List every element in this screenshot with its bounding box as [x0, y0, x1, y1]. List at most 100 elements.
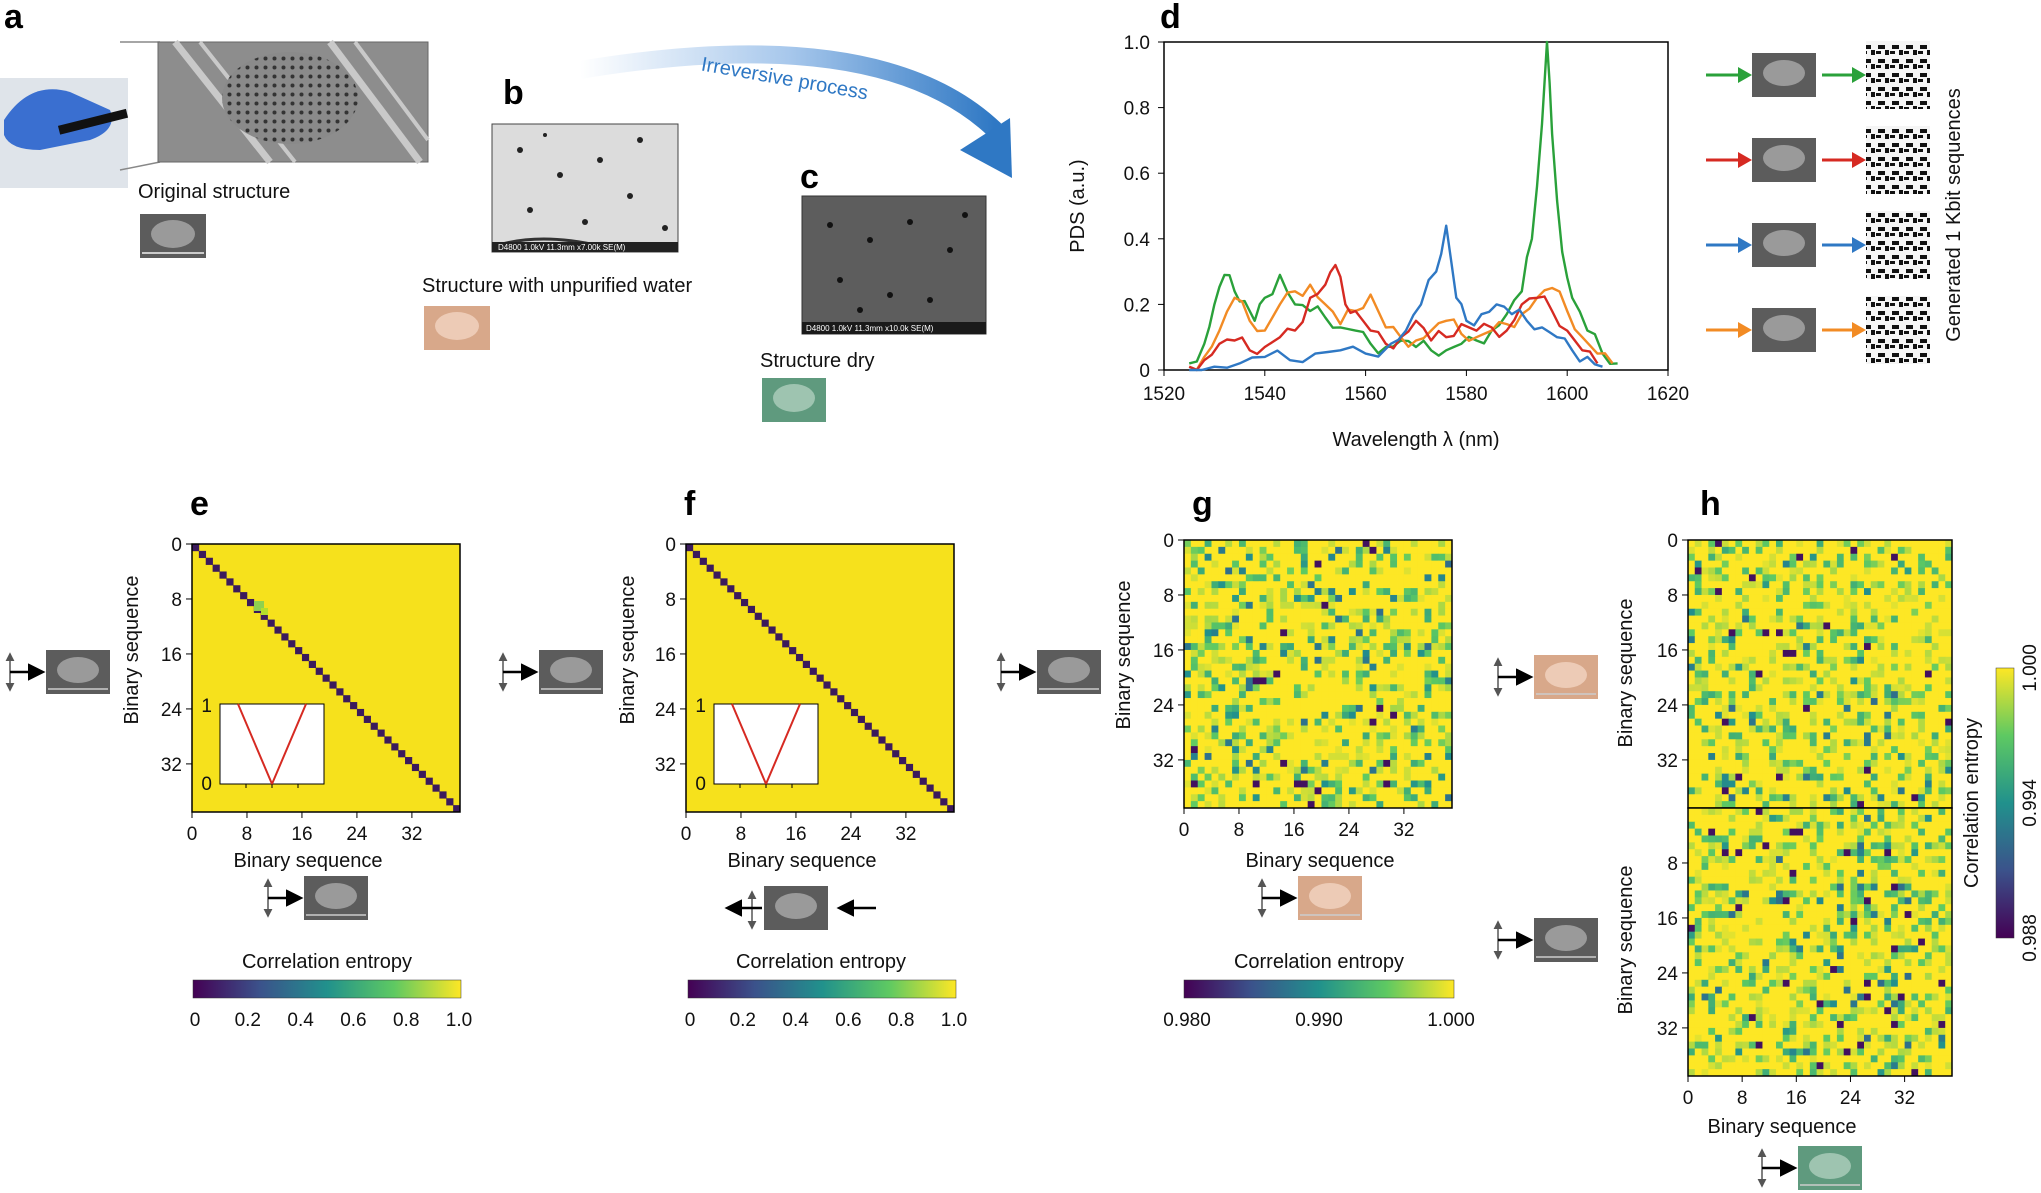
heatmap-h-bottom-cell: [1850, 979, 1858, 988]
heatmap-g-cell: [1280, 546, 1288, 555]
heatmap-h-bottom-cell: [1843, 1041, 1851, 1049]
heatmap-h-top-cell: [1701, 608, 1709, 616]
heatmap-h-top-cell: [1864, 643, 1872, 651]
heatmap-h-bottom-cell: [1823, 979, 1831, 988]
heatmap-h-bottom-cell: [1836, 1055, 1845, 1063]
heatmap-h-top-cell: [1911, 739, 1919, 747]
heatmap-h-top-cell: [1803, 560, 1811, 568]
heatmap-g-cell: [1204, 594, 1212, 603]
heatmap-h-top-cell: [1823, 643, 1831, 651]
heatmap-h-bottom-cell: [1911, 883, 1919, 891]
heatmap-h-bottom-cell: [1789, 952, 1797, 960]
heatmap-h-top-cell: [1850, 794, 1858, 802]
heatmap-g-cell: [1211, 649, 1219, 658]
heatmap-h-bottom-cell: [1708, 1069, 1716, 1077]
heatmap-h-top-cell: [1830, 766, 1838, 775]
heatmap-g-cell: [1293, 553, 1302, 562]
heatmap-h-top-cell: [1708, 601, 1716, 610]
heatmap-e-ytick-label: 0: [171, 535, 182, 556]
heatmap-h-top-cell: [1721, 794, 1730, 802]
heatmap-h-bottom-cell: [1789, 835, 1797, 843]
heatmap-h-top-cell: [1755, 622, 1763, 630]
heatmap-h-top-cell: [1789, 560, 1797, 568]
heatmap-g-cell: [1211, 684, 1219, 692]
heatmap-h-top-cell: [1769, 794, 1777, 802]
heatmap-g-cell: [1314, 581, 1322, 589]
heatmap-h-bottom-ytick-label: 8: [1667, 854, 1678, 875]
heatmap-g-cell: [1184, 780, 1192, 788]
heatmap-h-bottom-cell: [1843, 966, 1851, 974]
heatmap-g-cell: [1211, 546, 1219, 555]
heatmap-h-top-cell: [1755, 553, 1763, 562]
heatmap-g-cell: [1376, 540, 1384, 548]
heatmap-h-top-cell: [1782, 711, 1790, 720]
heatmap-h-top-cell: [1796, 704, 1804, 713]
heatmap-g-cell: [1218, 553, 1226, 562]
heatmap-h-top-cell: [1836, 656, 1845, 665]
heatmap-h-top-cell: [1850, 656, 1858, 665]
heatmap-h-bottom-cell: [1843, 897, 1851, 905]
heatmap-h-top-cell: [1721, 553, 1730, 562]
heatmap-g-cell: [1342, 608, 1350, 616]
heatmap-h-bottom-cell: [1877, 1021, 1885, 1029]
heatmap-g-cell: [1245, 636, 1254, 644]
heatmap-g-cell: [1287, 704, 1295, 713]
heatmap-h-bottom-cell: [1904, 1014, 1912, 1022]
heatmap-h-top-cell: [1762, 704, 1770, 713]
heatmap-h-top-cell: [1924, 794, 1933, 802]
heatmap-h-top-cell: [1715, 766, 1723, 775]
heatmap-g-cell: [1218, 677, 1226, 685]
heatmap-g-cell: [1438, 766, 1446, 775]
heatmap-f-diagonal-cell: [857, 715, 865, 723]
heatmap-g-cell: [1204, 553, 1212, 562]
heatmap-h-bottom-cell: [1735, 897, 1743, 905]
heatmap-h-top-cell: [1721, 546, 1730, 555]
heatmap-g-cell: [1190, 581, 1199, 589]
heatmap-h-top-cell: [1877, 677, 1885, 685]
heatmap-h-bottom-cell: [1823, 862, 1831, 871]
heatmap-g-cell: [1184, 636, 1192, 644]
heatmap-h-top-cell: [1809, 601, 1818, 610]
heatmap-h-bottom-cell: [1728, 1055, 1736, 1063]
heatmap-h-bottom-cell: [1870, 931, 1878, 939]
heatmap-h-top-cell: [1836, 704, 1845, 713]
heatmap-h-top-cell: [1755, 608, 1763, 616]
heatmap-g-cell: [1328, 753, 1336, 761]
heatmap-h-top-cell: [1911, 732, 1919, 740]
heatmap-h-top-cell: [1796, 608, 1804, 616]
heatmap-h-bottom-cell: [1884, 1069, 1892, 1077]
colorbar-h-label: Correlation entropy: [1961, 718, 1983, 888]
heatmap-h-bottom-cell: [1877, 862, 1885, 871]
heatmap-h-bottom-cell: [1782, 869, 1790, 878]
heatmap-h-bottom-cell: [1931, 959, 1939, 967]
heatmap-h-bottom-cell: [1877, 966, 1885, 974]
heatmap-g-cell: [1293, 574, 1302, 582]
heatmap-h-bottom-cell: [1782, 959, 1790, 967]
heatmap-h-bottom-cell: [1931, 1000, 1939, 1008]
heatmap-h-top-cell: [1742, 574, 1750, 582]
heatmap-h-bottom-cell: [1843, 993, 1851, 1001]
heatmap-h-bottom-cell: [1864, 911, 1872, 919]
heatmap-g-cell: [1252, 677, 1260, 685]
heatmap-h-bottom-cell: [1742, 979, 1750, 988]
heatmap-g-cell: [1362, 711, 1370, 720]
heatmap-h-top-cell: [1891, 691, 1899, 699]
heatmap-g-cell: [1252, 787, 1260, 795]
heatmap-h-top-cell: [1803, 746, 1811, 754]
heatmap-h-bottom-cell: [1688, 1021, 1696, 1029]
heatmap-g-cell: [1211, 560, 1219, 568]
heatmap-g-cell: [1342, 656, 1350, 665]
heatmap-h-top-cell: [1918, 753, 1926, 761]
heatmap-f-ytick-label: 8: [665, 590, 676, 611]
heatmap-g-cell: [1403, 588, 1412, 596]
heatmap-e-diagonal-cell: [295, 647, 303, 655]
heatmap-g-cell: [1232, 753, 1240, 761]
heatmap-g-cell: [1410, 801, 1419, 809]
heatmap-h-top-cell: [1742, 780, 1750, 788]
heatmap-g-cell: [1225, 704, 1233, 713]
heatmap-g-cell: [1184, 801, 1192, 809]
heatmap-h-bottom-cell: [1836, 945, 1845, 953]
heatmap-g-cell: [1424, 773, 1432, 781]
heatmap-g-cell: [1184, 725, 1192, 733]
heatmap-h-bottom-cell: [1688, 862, 1696, 871]
